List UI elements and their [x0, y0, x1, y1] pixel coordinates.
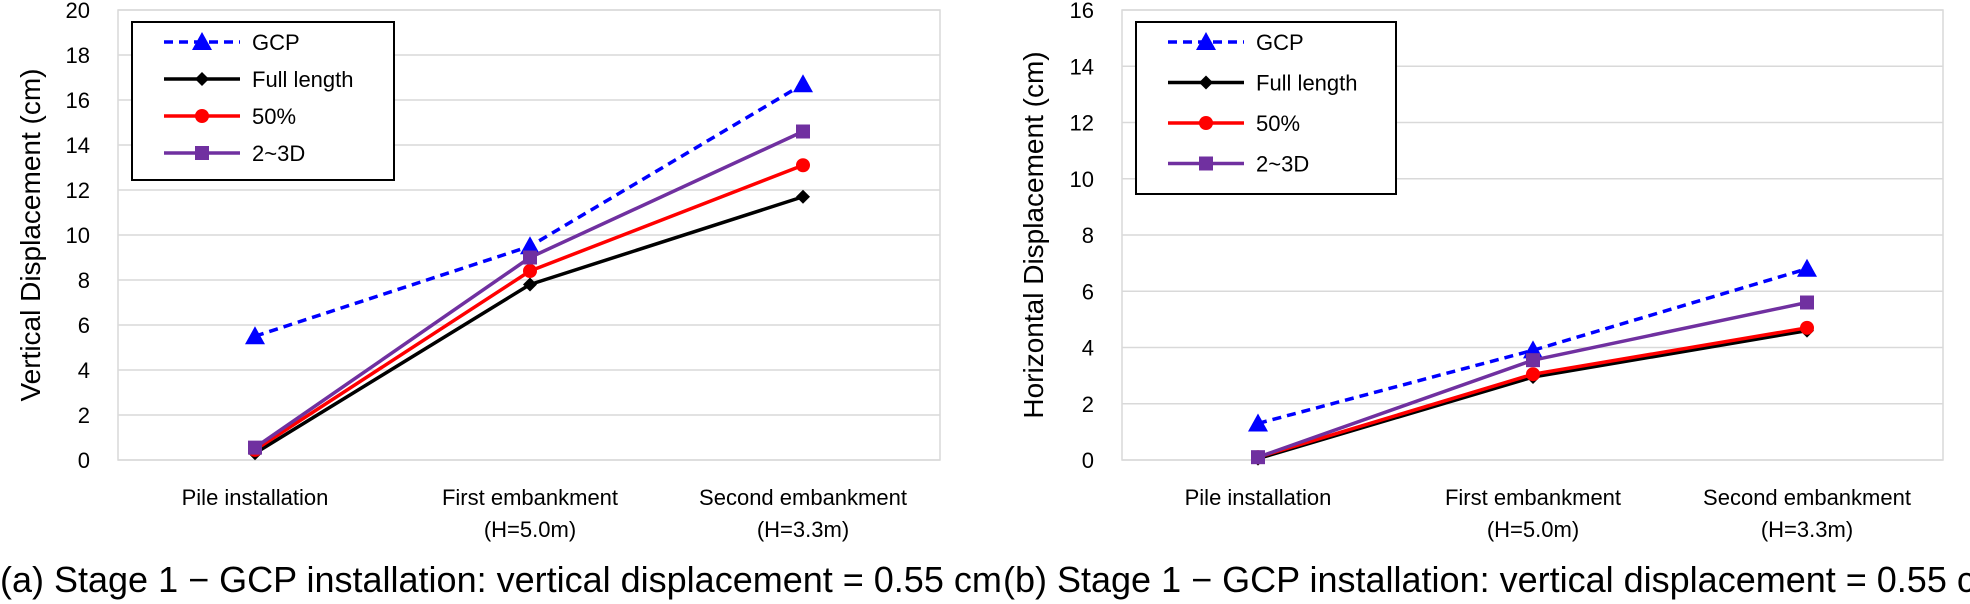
y-tick-label: 10	[1070, 167, 1094, 192]
x-tick-label-line: (H=3.3m)	[757, 517, 849, 542]
data-point	[796, 158, 810, 173]
plot-area	[117, 9, 941, 461]
x-tick-label-line: (H=5.0m)	[1487, 517, 1579, 542]
legend-label: GCP	[1256, 30, 1304, 55]
y-tick-label: 2	[1082, 392, 1094, 417]
figure-caption: (b) Stage 1 − GCP installation: vertical…	[1003, 559, 1970, 600]
legend-swatch-marker	[1199, 116, 1213, 130]
data-point	[523, 277, 537, 292]
y-tick-label: 8	[1082, 223, 1094, 248]
data-point	[1251, 450, 1265, 465]
data-point	[248, 440, 262, 455]
x-tick-label-line: First embankment	[1445, 485, 1621, 510]
plot-area	[1121, 9, 1944, 461]
data-point	[1526, 353, 1540, 368]
data-point	[796, 189, 810, 204]
legend-label: Full length	[1256, 71, 1358, 96]
y-tick-label: 6	[78, 313, 90, 338]
x-tick-label: First embankment (H=5.0m)	[442, 485, 618, 542]
legend-label: 50%	[252, 104, 296, 129]
y-tick-label: 4	[1082, 336, 1094, 361]
y-axis-title: Horizontal Displacement (cm)	[1018, 51, 1049, 418]
y-tick-label: 0	[78, 448, 90, 473]
y-tick-label: 8	[78, 268, 90, 293]
y-tick-label: 14	[66, 133, 90, 158]
data-point	[1526, 367, 1540, 382]
legend-label: 2~3D	[252, 141, 305, 166]
y-axis-title: Vertical Displacement (cm)	[15, 69, 46, 402]
x-tick-label-line: Pile installation	[1185, 485, 1332, 510]
legend-swatch-marker	[195, 72, 209, 86]
y-tick-label: 4	[78, 358, 90, 383]
data-point	[1797, 258, 1817, 277]
x-tick-label: First embankment (H=5.0m)	[1445, 485, 1621, 542]
series-line-0	[1257, 267, 1808, 426]
y-tick-label: 18	[66, 43, 90, 68]
legend-label: 50%	[1256, 111, 1300, 136]
data-point	[245, 326, 265, 345]
legend-label: Full length	[252, 67, 354, 92]
legend-swatch-marker	[1196, 32, 1216, 50]
y-tick-label: 16	[66, 88, 90, 113]
legend: GCP Full length 50% 2~3D	[131, 21, 395, 181]
x-tick-label-line: Second embankment	[1703, 485, 1911, 510]
legend-swatch-marker	[195, 146, 209, 160]
legend-swatch-marker	[1199, 75, 1213, 90]
y-tick-label: 20	[66, 0, 90, 23]
data-point	[523, 264, 537, 278]
y-tick-label: 6	[1082, 279, 1094, 304]
y-tick-label: 10	[66, 223, 90, 248]
x-tick-label-line: Second embankment	[699, 485, 907, 510]
data-point	[1248, 413, 1268, 432]
legend-label: GCP	[252, 30, 300, 55]
x-tick-label-line: First embankment	[442, 485, 618, 510]
legend-swatch-marker	[192, 32, 212, 50]
data-point	[520, 236, 540, 255]
x-tick-label-line: (H=5.0m)	[484, 517, 576, 542]
data-point	[1800, 320, 1814, 335]
data-point	[523, 250, 537, 265]
y-tick-label: 14	[1070, 54, 1094, 79]
y-tick-label: 12	[66, 178, 90, 203]
chart-panel-1: 0 2 4 6 8 10 12 14 16 Horizontal Displacement (cm…	[1003, 0, 1970, 600]
x-tick-label-line: (H=3.3m)	[1761, 517, 1853, 542]
y-tick-label: 16	[1070, 0, 1094, 23]
legend-swatch-marker	[195, 109, 209, 123]
figure-caption: (a) Stage 1 − GCP installation: vertical…	[0, 559, 1002, 600]
series-line-2	[254, 163, 804, 452]
legend-box	[1135, 21, 1397, 195]
chart-panel-0: 0 2 4 6 8 10 12 14 16 18 20 Vertical Displacement (…	[0, 0, 1002, 600]
y-tick-label: 12	[1070, 111, 1094, 136]
x-tick-label-line: Pile installation	[182, 485, 329, 510]
x-tick-label: Second embankment (H=3.3m)	[699, 485, 907, 542]
legend-label: 2~3D	[1256, 152, 1309, 177]
data-point	[1800, 295, 1814, 310]
legend-swatch-marker	[1199, 156, 1213, 171]
x-tick-label: Second embankment (H=3.3m)	[1703, 485, 1911, 542]
legend: GCP Full length 50% 2~3D	[1135, 21, 1397, 195]
x-tick-label: Pile installation	[182, 485, 329, 510]
data-point	[793, 74, 813, 93]
y-tick-label: 2	[78, 403, 90, 428]
x-tick-label: Pile installation	[1185, 485, 1332, 510]
y-tick-label: 0	[1082, 448, 1094, 473]
data-point	[796, 124, 810, 139]
